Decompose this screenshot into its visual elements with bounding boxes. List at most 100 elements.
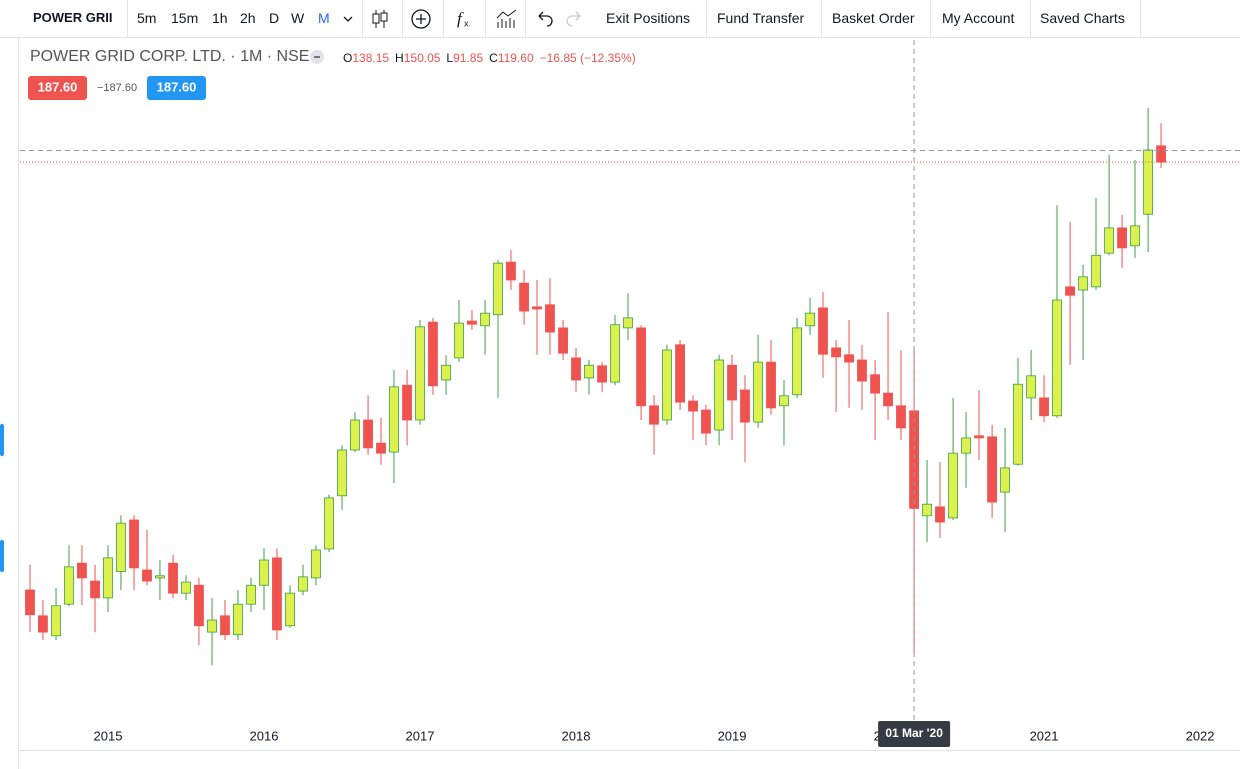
candle-body xyxy=(779,395,789,407)
candle-body xyxy=(350,419,360,451)
legend-title: POWER GRID CORP. LTD. · 1M · NSE xyxy=(30,48,309,65)
toolbar-button[interactable]: Basket Order xyxy=(832,10,915,26)
candle-body xyxy=(311,549,321,579)
x-tick-label: 2019 xyxy=(718,728,747,743)
candle-body xyxy=(77,562,87,579)
ohlc-value: 150.05 xyxy=(404,51,441,65)
candle-body xyxy=(337,449,347,497)
candle-body xyxy=(571,357,581,381)
candle-body xyxy=(714,359,724,431)
candle-body xyxy=(1000,467,1010,493)
candle-body xyxy=(168,562,178,594)
candle-body xyxy=(1156,145,1166,163)
candle-body xyxy=(363,419,373,449)
candle-body xyxy=(649,405,659,425)
candle-body xyxy=(298,576,308,592)
candle-body xyxy=(584,364,594,379)
toolbar-button[interactable]: Exit Positions xyxy=(606,10,691,26)
candle-body xyxy=(51,605,61,637)
candle-body xyxy=(519,282,529,312)
undo[interactable] xyxy=(535,8,555,30)
candle-body xyxy=(272,557,282,631)
interval[interactable]: 15m xyxy=(171,10,199,26)
price-tag xyxy=(147,76,206,100)
candle-body xyxy=(1052,299,1062,417)
candle-body xyxy=(805,312,815,327)
candle-body xyxy=(922,503,932,517)
interval[interactable]: W xyxy=(291,10,305,26)
candle-body xyxy=(506,261,516,281)
interval[interactable]: 5m xyxy=(137,10,157,26)
candle-body xyxy=(636,327,646,407)
ohlc-key: L xyxy=(446,51,453,65)
candle-body xyxy=(883,392,893,407)
price-tag-text: 187.60 xyxy=(157,79,197,94)
x-tick-label: 2016 xyxy=(250,728,279,743)
candle-body xyxy=(662,349,672,421)
candle-body xyxy=(324,497,334,550)
candle-body xyxy=(831,347,841,358)
crosshair-tag xyxy=(878,721,951,747)
candle-body xyxy=(545,304,555,333)
svg-text:f: f xyxy=(457,9,464,28)
x-tick-label: 2018 xyxy=(562,728,591,743)
chevron[interactable] xyxy=(340,8,356,30)
chart-type-icon[interactable] xyxy=(370,8,390,30)
candle-body xyxy=(155,575,165,579)
interval[interactable]: 2h xyxy=(240,10,256,26)
x-tick-label: 2021 xyxy=(1030,728,1059,743)
redo[interactable] xyxy=(564,8,584,30)
toolbar-button[interactable]: Saved Charts xyxy=(1040,10,1125,26)
side-tab[interactable] xyxy=(0,540,4,572)
candle-body xyxy=(246,584,256,605)
candle-body xyxy=(233,603,243,636)
candle-body xyxy=(194,584,204,627)
candle-body xyxy=(1130,225,1140,247)
candle-body xyxy=(532,306,542,310)
plot: 2015201620172018201920202021202201 Mar '… xyxy=(20,40,1240,747)
spread: −187.60 xyxy=(97,82,137,94)
svg-text:x: x xyxy=(464,18,469,28)
crosshair-label: 01 Mar '20 xyxy=(885,726,943,740)
candle-body xyxy=(1143,149,1154,215)
candle-body xyxy=(1117,227,1127,249)
price-tag-text: 187.60 xyxy=(38,79,78,94)
candle-body xyxy=(25,589,35,616)
candle-body xyxy=(597,365,607,383)
candle-body xyxy=(181,581,191,594)
compare-icon[interactable] xyxy=(410,8,432,30)
templates-icon[interactable] xyxy=(495,8,519,30)
candle-body xyxy=(389,386,399,453)
symbol[interactable]: POWER GRII xyxy=(33,10,113,25)
candle-body xyxy=(1013,383,1023,465)
candle-body xyxy=(1065,286,1076,296)
price-tag xyxy=(28,76,87,100)
candle-body xyxy=(285,592,295,627)
candle-body xyxy=(402,384,412,421)
candle-body xyxy=(259,559,269,586)
candle-body xyxy=(90,580,100,599)
candle-body xyxy=(688,400,698,412)
toolbar-button[interactable]: My Account xyxy=(942,10,1015,26)
legend-values: O138.15 H150.05 L91.85 C119.60 −16.85 (−12.3… xyxy=(343,51,636,65)
candle-body xyxy=(558,327,568,354)
interval[interactable]: M xyxy=(318,10,330,26)
candle-body xyxy=(987,436,997,503)
candle-body xyxy=(103,557,113,599)
side-tab[interactable] xyxy=(0,424,4,456)
ohlc-change: −16.85 (−12.35%) xyxy=(540,51,636,65)
candle-body xyxy=(818,307,828,355)
candle-body xyxy=(948,452,958,519)
ohlc-value: 119.60 xyxy=(498,51,534,65)
ohlc-value: 91.85 xyxy=(453,51,483,65)
candle-body xyxy=(1078,276,1088,291)
candle-body xyxy=(480,312,490,327)
toolbar-button[interactable]: Fund Transfer xyxy=(717,10,805,26)
interval[interactable]: D xyxy=(269,10,280,26)
interval[interactable]: 1h xyxy=(212,10,228,26)
candle-body xyxy=(792,327,802,396)
candle-body xyxy=(857,359,867,382)
